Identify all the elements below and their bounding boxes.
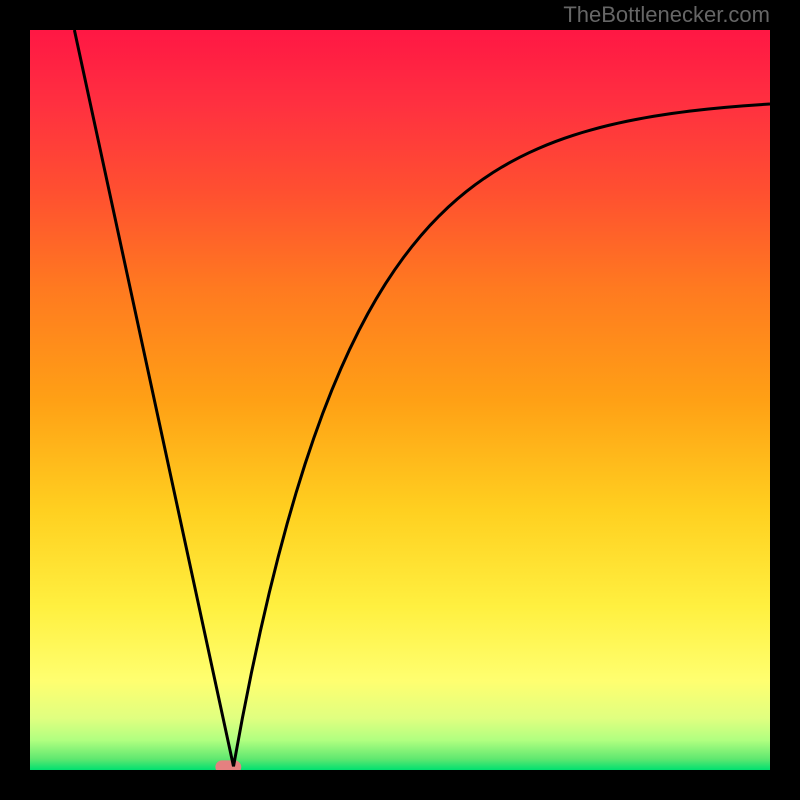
- watermark-link[interactable]: TheBottlenecker.com: [563, 2, 770, 28]
- chart-svg: [0, 0, 800, 800]
- chart-container: TheBottlenecker.com: [0, 0, 800, 800]
- plot-background: [30, 30, 770, 770]
